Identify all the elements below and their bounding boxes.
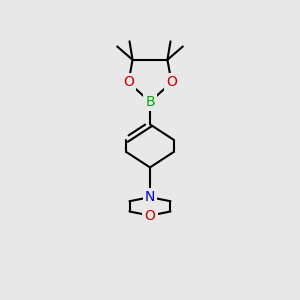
Text: B: B [145, 95, 155, 109]
Text: O: O [123, 75, 134, 89]
Text: O: O [166, 75, 177, 89]
Text: O: O [145, 208, 155, 223]
Text: N: N [145, 190, 155, 204]
